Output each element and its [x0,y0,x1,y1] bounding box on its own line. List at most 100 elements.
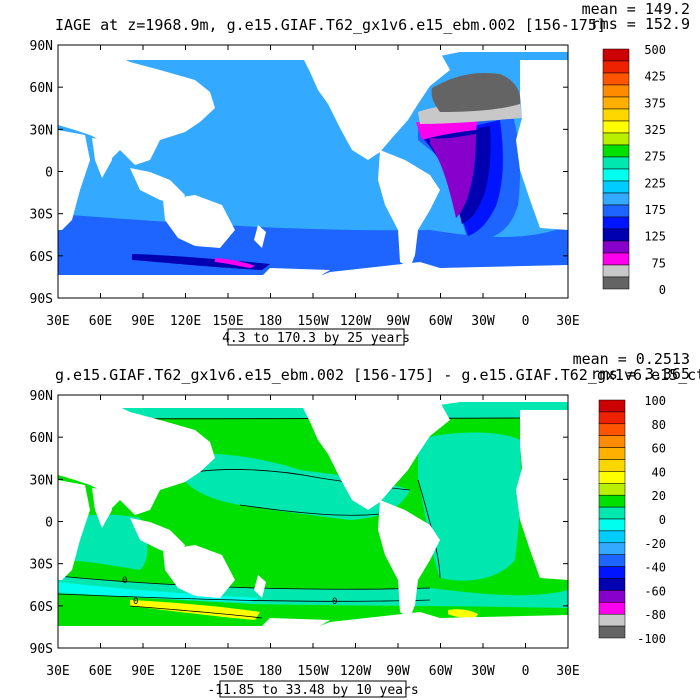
y-tick-label: 30S [30,558,53,573]
land-ross [262,268,330,276]
x-axis: 30E 60E 90E 120E 150E 180 150W 120W 90W 60W 30W 0 30… [46,45,580,329]
y-tick-label: 60S [30,250,53,265]
colorbar-swatch [598,447,626,460]
x-axis: 30E 60E 90E 120E 150E 180 150W 120W 90W 60W 30W 0 30… [46,395,580,679]
x-tick-label: 30E [46,664,69,679]
colorbar-label: 0 [659,283,666,297]
land-asia-north [58,50,215,165]
colorbar-label: -20 [644,537,666,551]
x-tick-label: 150W [297,664,328,679]
colorbar-swatch [602,96,630,110]
colorbar-swatch [602,252,630,266]
y-axis: 90N 60N 30N 0 30S 60S 90S [30,39,568,307]
colorbar-swatch [598,554,626,567]
field-atlantic-teal [418,432,521,581]
x-tick-label: 180 [259,664,282,679]
colorbar-label: 75 [652,256,666,270]
y-tick-label: 30N [30,123,53,138]
rms-label: rms = 152.9 [591,15,690,33]
colorbar-label: -80 [644,608,666,622]
colorbar-swatch [598,566,626,579]
mean-label: mean = 149.2 [582,0,690,18]
colorbar-label: 60 [652,442,666,456]
arctic-grey-dark [431,72,521,112]
y-tick-label: 90N [30,39,53,54]
colorbar-swatch [602,132,630,146]
colorbar-swatch [598,423,626,436]
colorbar-swatch [602,72,630,86]
land-seasia [130,168,185,205]
atlantic-85 [430,134,476,218]
y-axis: 90N 60N 30N 0 30S 60S 90S [30,389,568,657]
land-india [92,138,112,178]
land-ross [262,618,330,626]
x-tick-label: 120W [340,314,371,329]
panel-difference: g.e15.GIAF.T62_gx1v6.e15_ebm.002 [156-17… [30,350,700,698]
colorbar: 500 425 375 325 275 225 175 125 75 0 [602,43,666,297]
colorbar-label: 20 [652,489,666,503]
colorbar-swatch [598,435,626,448]
colorbar-swatch [602,228,630,242]
land-north-america [300,52,450,160]
ocean-band-70 [215,258,255,268]
land-australia [163,195,235,248]
colorbar-swatch [602,216,630,230]
colorbar-label: 375 [644,96,666,110]
y-tick-label: 30N [30,473,53,488]
colorbar-swatch [598,518,626,532]
field-pacific-teal [180,453,410,520]
x-tick-label: 120E [170,314,201,329]
x-tick-label: 150E [212,664,243,679]
land-antarctica [58,626,568,648]
x-tick-label: 120E [170,664,201,679]
colorbar-swatch [598,542,626,555]
colorbar-label: 80 [652,418,666,432]
x-tick-label: 60W [429,664,453,679]
colorbar-swatch [598,578,626,591]
colorbar-label: 225 [644,176,666,190]
rms-label: rms = 3.365 [591,365,690,383]
range-note: 4.3 to 170.3 by 25 years [222,331,410,346]
x-tick-label: 90W [386,664,410,679]
colorbar-swatch [602,180,630,194]
contour-line [57,593,431,602]
colorbar-swatch [602,156,630,170]
colorbar-swatch [602,84,630,98]
colorbar-swatch [598,483,626,496]
colorbar-swatch [602,168,630,182]
x-tick-label: 30W [471,664,495,679]
colorbar-swatch [598,506,626,520]
colorbar-label: 425 [644,70,666,84]
colorbar-label: 275 [644,150,666,164]
land-newzealand [254,225,266,248]
x-tick-label: 30E [556,664,579,679]
colorbar-swatch [598,602,626,615]
contour-line [129,605,263,619]
panel-title: g.e15.GIAF.T62_gx1v6.e15_ebm.002 [156-17… [55,366,700,384]
y-tick-label: 0 [45,516,53,531]
colorbar-swatch [598,471,626,484]
colorbar-swatch [602,144,630,158]
contour-line [57,575,431,590]
y-tick-label: 60S [30,600,53,615]
land-europe-africa-east [516,410,568,580]
map-area [58,45,568,298]
land-africa [58,480,90,580]
mean-label: mean = 0.2513 [573,350,690,368]
x-tick-label: 0 [522,664,530,679]
contour-label: 0 [133,597,138,607]
panel-iage: IAGE at z=1968.9m, g.e15.GIAF.T62_gx1v6.… [30,0,690,346]
y-tick-label: 90N [30,389,53,404]
x-tick-label: 90W [386,314,410,329]
colorbar-swatch [602,108,630,122]
land-india [92,488,112,528]
land-europe-africa-east [516,60,568,230]
ocean-band-105 [132,254,270,270]
land-antarctica [58,276,568,298]
colorbar-swatch [602,120,630,134]
land-asia-north [58,400,215,515]
colorbar-swatch [598,459,626,472]
land-australia [163,545,235,598]
colorbar-label: -60 [644,584,666,598]
